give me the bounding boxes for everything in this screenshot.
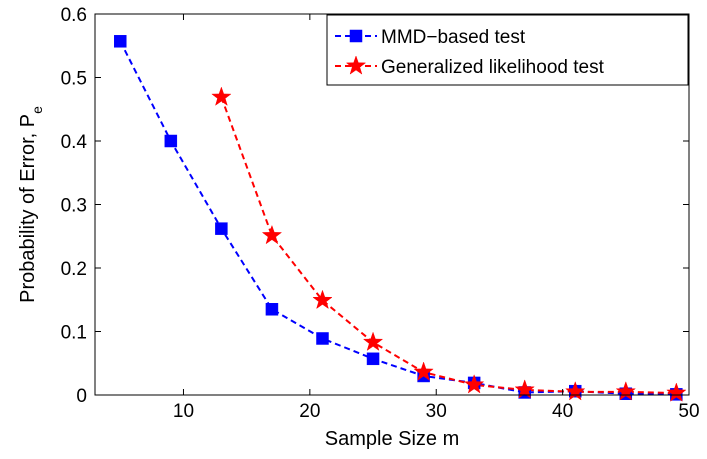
data-point-series-1	[463, 374, 485, 394]
y-tick-label: 0.5	[61, 69, 87, 90]
data-point-series-1	[362, 331, 384, 352]
y-axis-label-main: Probability of Error, P	[17, 114, 39, 303]
data-point-series-0	[265, 303, 279, 316]
data-point-series-1	[666, 382, 687, 402]
legend-label-0: MMD−based test	[381, 27, 526, 48]
legend-marker-1	[345, 55, 367, 75]
legend-marker-0	[349, 29, 363, 43]
x-tick-label: 20	[299, 401, 320, 422]
x-tick-label: 40	[552, 401, 573, 422]
x-tick-label: 30	[426, 401, 447, 422]
data-point-series-1	[211, 86, 232, 106]
y-axis-label: Probability of Error, Pe	[17, 106, 45, 303]
axis-ticks	[95, 13, 690, 396]
x-tick-label: 10	[173, 401, 194, 422]
y-tick-label: 0	[76, 386, 87, 407]
data-point-series-0	[164, 134, 178, 148]
y-axis-label-group: Probability of Error, Pe	[17, 106, 45, 303]
y-tick-label: 0.6	[61, 5, 87, 26]
y-tick-label: 0.2	[61, 259, 87, 280]
data-point-series-1	[565, 381, 586, 401]
legend: MMD−based test Generalized likelihood tes…	[326, 14, 689, 86]
y-axis-label-subscript: e	[29, 106, 45, 114]
legend-label-1: Generalized likelihood test	[381, 57, 605, 78]
y-tick-label: 0.4	[61, 132, 88, 153]
series-line-1	[220, 96, 677, 395]
data-point-series-1	[514, 379, 535, 399]
data-point-series-1	[413, 361, 434, 381]
plot-lines	[119, 40, 677, 396]
data-point-series-1	[312, 289, 333, 310]
series-line-0	[119, 40, 677, 396]
data-point-series-0	[114, 35, 127, 48]
data-point-series-1	[615, 381, 637, 401]
plot-markers	[114, 35, 687, 402]
y-tick-label: 0.1	[61, 323, 87, 344]
data-point-series-0	[366, 352, 380, 366]
legend-box	[326, 14, 689, 86]
data-point-series-0	[316, 332, 329, 345]
y-tick-label: 0.3	[61, 196, 87, 217]
data-point-series-0	[215, 222, 228, 235]
x-axis-label: Sample Size m	[325, 428, 460, 450]
tick-labels: 10 20 30 40 50 0 0.1 0.2 0.3 0.4 0.5 0.6	[61, 5, 700, 422]
x-tick-label: 50	[678, 401, 699, 422]
data-point-series-1	[261, 224, 283, 245]
